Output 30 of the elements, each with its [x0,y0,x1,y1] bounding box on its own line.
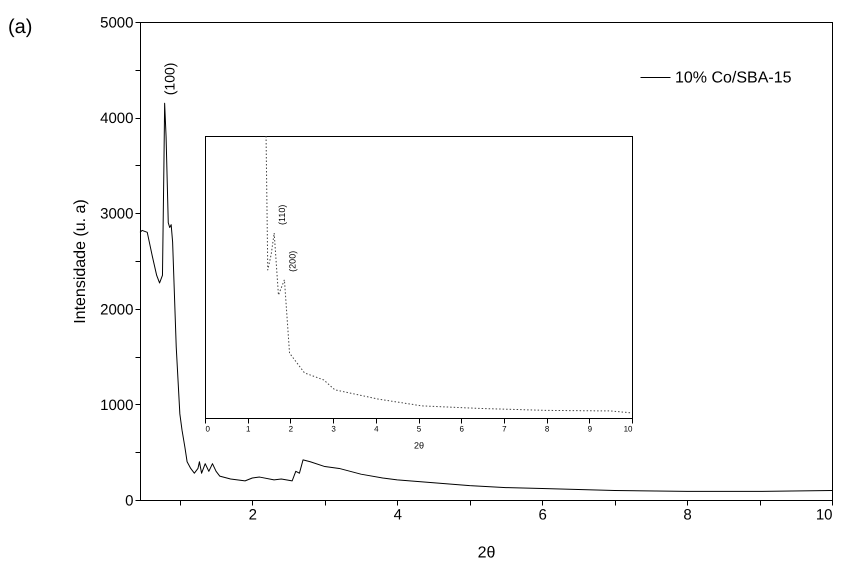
chart-title: (a) [8,16,32,38]
y-axis-title: Intensidade (u. a) [72,199,90,324]
x-axis-title: 2θ [414,440,424,450]
y-tick-label: 1000 [100,396,134,414]
y-tick-label: 2000 [100,301,134,318]
x-tick-label: 8 [683,506,692,524]
x-tick-label: 7 [502,424,508,434]
x-tick-label: 5 [416,424,422,434]
x-tick-label: 8 [544,424,550,434]
x-tick-label: 2 [288,424,294,434]
y-tick-label: 3000 [100,206,134,223]
annotation: (110) [277,204,288,226]
x-tick-label: 2 [248,506,257,524]
y-tick-label: 4000 [100,110,134,128]
x-tick-label: 3 [331,424,336,434]
legend-label: 10% Co/SBA-15 [675,70,792,86]
x-tick-label: 4 [374,424,380,434]
x-axis-title: 2θ [478,544,496,562]
x-tick-label: 9 [588,424,593,434]
x-tick-label: 1 [246,424,251,434]
y-tick-label: 5000 [100,14,134,32]
x-tick-label: 6 [459,424,464,434]
x-tick-label: 10 [624,424,634,434]
annotation: (200) [287,250,298,272]
x-tick-label: 0 [206,424,210,434]
annotation: (100) [162,62,178,96]
x-tick-label: 6 [538,506,547,524]
y-tick-label: 0 [125,492,134,510]
x-tick-label: 4 [394,506,402,524]
x-tick-label: 10 [816,506,832,524]
